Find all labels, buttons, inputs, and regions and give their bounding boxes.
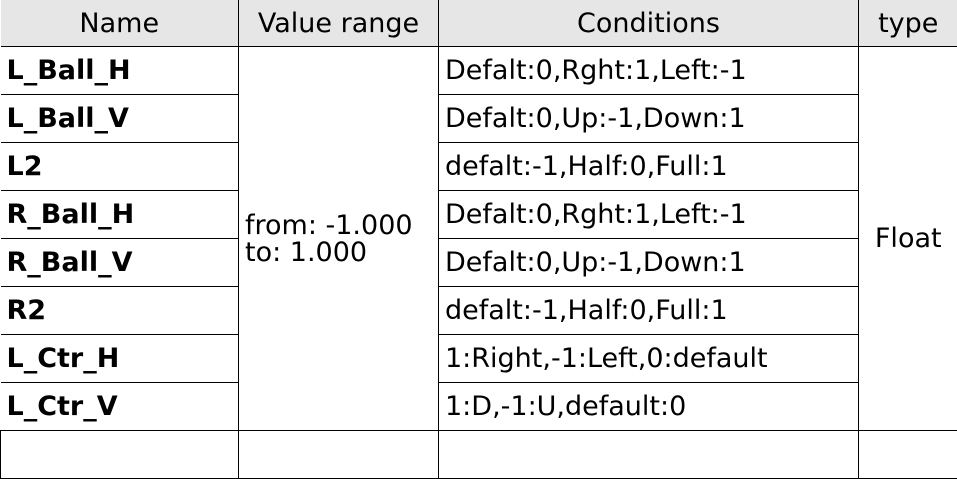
table-row: L_Ball_V Defalt:0,Up:-1,Down:1	[1, 95, 957, 143]
param-name: R_Ball_H	[1, 191, 239, 239]
table-row: R2 defalt:-1,Half:0,Full:1	[1, 287, 957, 335]
empty-cell	[1, 431, 239, 479]
empty-cell	[859, 431, 957, 479]
empty-cell	[439, 431, 859, 479]
value-range-cell: from: -1.000 to: 1.000	[239, 47, 439, 431]
param-conditions: Defalt:0,Up:-1,Down:1	[439, 239, 859, 287]
type-cell: Float	[859, 47, 957, 431]
param-name: L2	[1, 143, 239, 191]
param-conditions: Defalt:0,Rght:1,Left:-1	[439, 191, 859, 239]
header-type: type	[859, 0, 957, 47]
param-conditions: 1:D,-1:U,default:0	[439, 383, 859, 431]
trailing-empty-row	[1, 431, 957, 479]
value-range-from: from: -1.000	[245, 212, 432, 239]
header-value-range: Value range	[239, 0, 439, 47]
table-row: L_Ctr_H 1:Right,-1:Left,0:default	[1, 335, 957, 383]
param-name: R2	[1, 287, 239, 335]
header-row: Name Value range Conditions type	[1, 0, 957, 47]
param-conditions: defalt:-1,Half:0,Full:1	[439, 287, 859, 335]
value-range-to: to: 1.000	[245, 239, 432, 266]
table-row: R_Ball_H Defalt:0,Rght:1,Left:-1	[1, 191, 957, 239]
param-name: L_Ctr_H	[1, 335, 239, 383]
table-row: L_Ball_H from: -1.000 to: 1.000 Defalt:0…	[1, 47, 957, 95]
param-name: R_Ball_V	[1, 239, 239, 287]
param-conditions: Defalt:0,Rght:1,Left:-1	[439, 47, 859, 95]
param-conditions: Defalt:0,Up:-1,Down:1	[439, 95, 859, 143]
param-name: L_Ball_H	[1, 47, 239, 95]
param-name: L_Ctr_V	[1, 383, 239, 431]
header-conditions: Conditions	[439, 0, 859, 47]
empty-cell	[239, 431, 439, 479]
table-row: R_Ball_V Defalt:0,Up:-1,Down:1	[1, 239, 957, 287]
header-name: Name	[1, 0, 239, 47]
table-row: L2 defalt:-1,Half:0,Full:1	[1, 143, 957, 191]
param-conditions: defalt:-1,Half:0,Full:1	[439, 143, 859, 191]
param-conditions: 1:Right,-1:Left,0:default	[439, 335, 859, 383]
table-row: L_Ctr_V 1:D,-1:U,default:0	[1, 383, 957, 431]
param-name: L_Ball_V	[1, 95, 239, 143]
